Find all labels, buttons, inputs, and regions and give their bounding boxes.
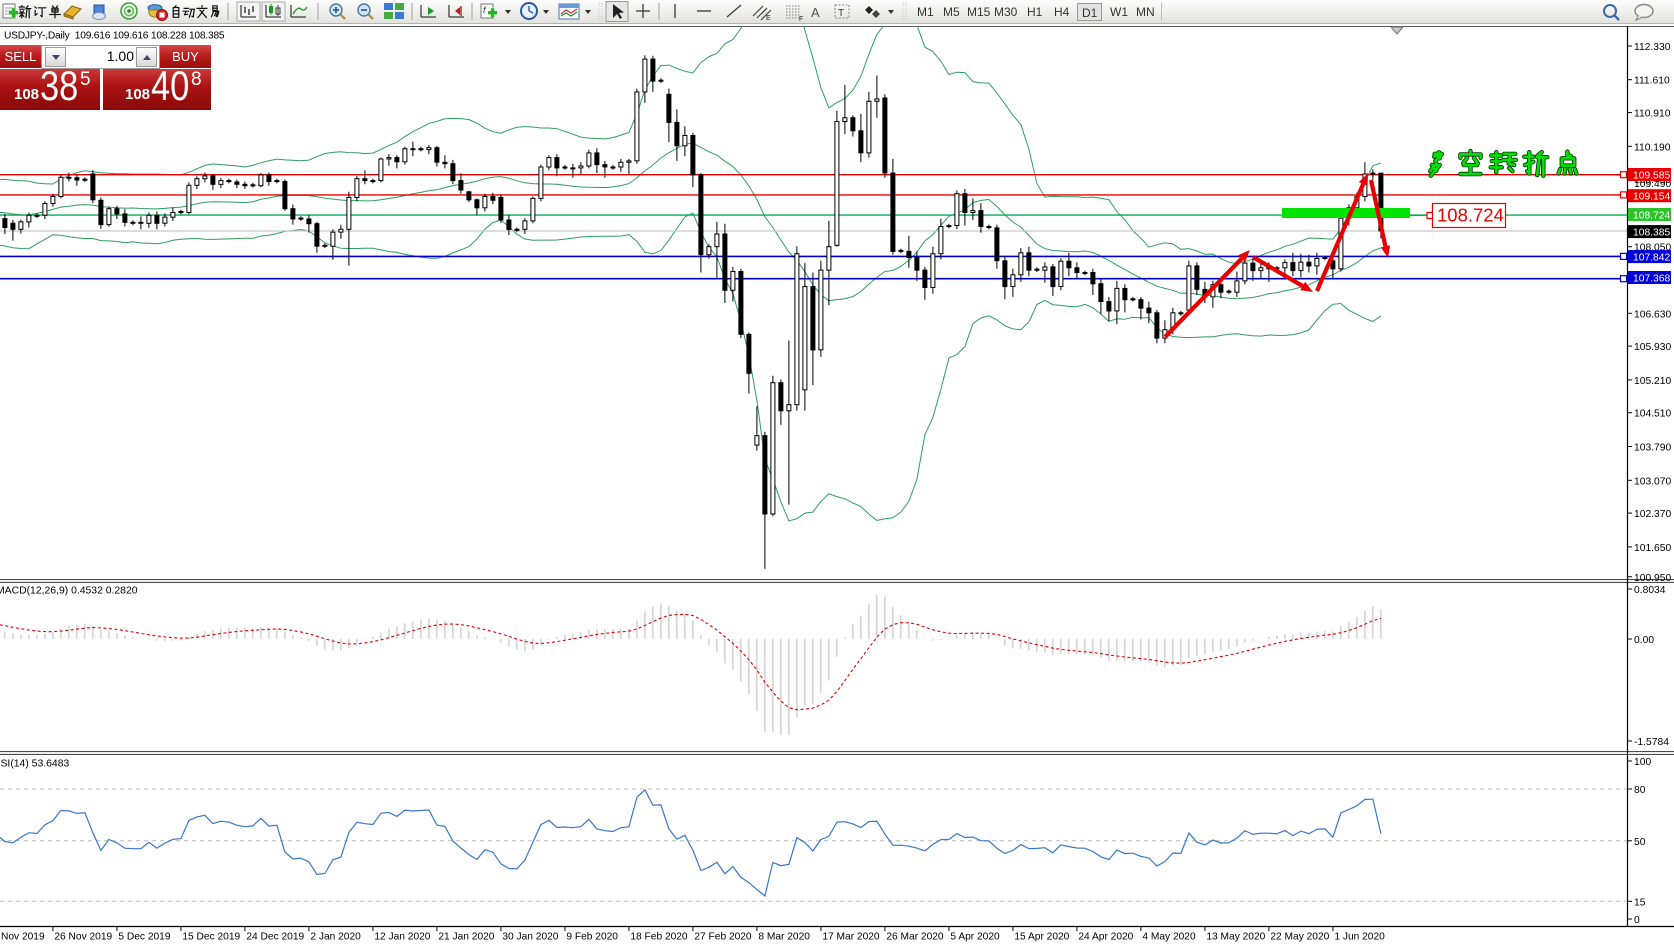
svg-text:0.00: 0.00 — [1634, 635, 1654, 646]
svg-text:MACD(12,26,9) 0.4532 0.2820: MACD(12,26,9) 0.4532 0.2820 — [0, 586, 138, 597]
svg-text:24 Dec 2019: 24 Dec 2019 — [246, 932, 304, 943]
svg-text:102.370: 102.370 — [1634, 509, 1671, 520]
svg-text:f: f — [483, 5, 487, 15]
svg-text:1 Jun 2020: 1 Jun 2020 — [1334, 932, 1385, 943]
svg-text:2 Jan 2020: 2 Jan 2020 — [310, 932, 361, 943]
svg-text:107.368: 107.368 — [1633, 273, 1670, 284]
svg-text:17 Mar 2020: 17 Mar 2020 — [822, 932, 880, 943]
svg-text:21 Jan 2020: 21 Jan 2020 — [438, 932, 494, 943]
svg-text:112.330: 112.330 — [1634, 42, 1671, 53]
svg-text:104.510: 104.510 — [1634, 409, 1671, 420]
svg-text:F: F — [799, 16, 803, 23]
svg-text:15: 15 — [1634, 897, 1646, 908]
svg-text:106.630: 106.630 — [1634, 309, 1671, 320]
svg-text:30 Jan 2020: 30 Jan 2020 — [502, 932, 558, 943]
svg-text:105.930: 105.930 — [1634, 342, 1671, 353]
svg-text:27 Feb 2020: 27 Feb 2020 — [694, 932, 752, 943]
svg-text:26 Nov 2019: 26 Nov 2019 — [54, 932, 112, 943]
svg-text:9 Feb 2020: 9 Feb 2020 — [566, 932, 618, 943]
svg-text:100.950: 100.950 — [1634, 573, 1671, 584]
svg-text:RSI(14) 53.6483: RSI(14) 53.6483 — [0, 759, 69, 770]
svg-text:108.050: 108.050 — [1634, 243, 1671, 254]
svg-text:8 Mar 2020: 8 Mar 2020 — [758, 932, 810, 943]
svg-text:Nov 2019: Nov 2019 — [1, 932, 45, 943]
svg-text:T: T — [838, 8, 844, 19]
svg-text:24 Apr 2020: 24 Apr 2020 — [1078, 932, 1133, 943]
svg-text:107.842: 107.842 — [1633, 252, 1670, 263]
svg-text:111.610: 111.610 — [1634, 76, 1670, 87]
svg-text:0: 0 — [1634, 915, 1640, 926]
svg-text:13 May 2020: 13 May 2020 — [1206, 932, 1265, 943]
svg-text:5 Apr 2020: 5 Apr 2020 — [950, 932, 1000, 943]
svg-text:5 Dec 2019: 5 Dec 2019 — [118, 932, 170, 943]
svg-text:109.154: 109.154 — [1633, 192, 1670, 203]
svg-text:109.585: 109.585 — [1633, 170, 1670, 181]
svg-text:100: 100 — [1634, 757, 1651, 768]
svg-text:101.650: 101.650 — [1634, 543, 1671, 554]
svg-text:80: 80 — [1634, 785, 1646, 796]
svg-text:22 May 2020: 22 May 2020 — [1270, 932, 1329, 943]
svg-text:108.385: 108.385 — [1633, 227, 1670, 238]
svg-text:110.910: 110.910 — [1634, 109, 1671, 120]
svg-text:50: 50 — [1634, 837, 1646, 848]
svg-text:USDJPY-,Daily 109.616 109.616: USDJPY-,Daily 109.616 109.616 108.228 10… — [4, 31, 225, 42]
svg-text:15 Apr 2020: 15 Apr 2020 — [1014, 932, 1069, 943]
svg-text:108.724: 108.724 — [1633, 210, 1670, 221]
svg-text:0.8034: 0.8034 — [1634, 585, 1666, 596]
svg-text:15 Dec 2019: 15 Dec 2019 — [182, 932, 240, 943]
svg-text:105.210: 105.210 — [1634, 376, 1671, 387]
svg-text:108.724: 108.724 — [1437, 205, 1504, 226]
svg-text:E: E — [766, 15, 771, 22]
svg-text:109.490: 109.490 — [1634, 179, 1671, 190]
svg-text:110.190: 110.190 — [1634, 142, 1671, 153]
svg-text:18 Feb 2020: 18 Feb 2020 — [630, 932, 688, 943]
svg-text:103.790: 103.790 — [1634, 443, 1671, 454]
svg-text:A: A — [811, 5, 820, 20]
svg-text:4 May 2020: 4 May 2020 — [1142, 932, 1196, 943]
svg-text:26 Mar 2020: 26 Mar 2020 — [886, 932, 944, 943]
svg-text:103.070: 103.070 — [1634, 476, 1671, 487]
svg-text:-1.5784: -1.5784 — [1634, 737, 1669, 748]
svg-text:12 Jan 2020: 12 Jan 2020 — [374, 932, 430, 943]
